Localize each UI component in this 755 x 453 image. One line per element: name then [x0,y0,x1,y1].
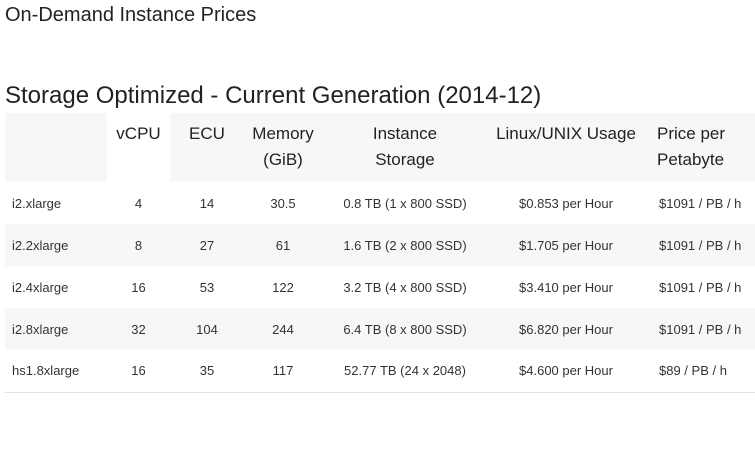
cell-price: $1091 / PB / h [659,321,742,337]
cell-storage: 1.6 TB (2 x 800 SSD) [343,237,467,253]
cell-vcpu: 4 [134,195,143,211]
header-instance-storage[interactable]: Instance Storage [322,113,488,182]
cell-usage: $1.705 per Hour [519,237,613,253]
cell-instance-name: hs1.8xlarge [5,350,107,393]
cell-ecu: 35 [170,350,244,393]
header-storage-line1: Instance [372,124,438,143]
table-row: hs1.8xlarge 16 35 117 52.77 TB (24 x 204… [5,350,755,393]
cell-price: $1091 / PB / h [659,237,742,253]
cell-memory: 30.5 [270,195,296,211]
cell-price: $1091 / PB / h [659,195,742,211]
header-price-line1: Price per [657,124,726,143]
table-row: i2.8xlarge 32 104 244 6.4 TB (8 x 800 SS… [5,308,755,350]
header-row: vCPU ECU Memory (GiB) Instance Storage L… [5,113,755,182]
cell-ecu: 14 [199,195,215,211]
header-ecu[interactable]: ECU [189,124,225,143]
table-row: i2.2xlarge 8 27 61 1.6 TB (2 x 800 SSD) … [5,224,755,266]
cell-storage: 3.2 TB (4 x 800 SSD) [343,279,467,295]
cell-usage: $6.820 per Hour [519,321,613,337]
cell-ecu: 104 [196,321,218,337]
header-storage-line2: Storage [375,150,435,169]
cell-instance-name: i2.2xlarge [12,237,69,253]
table-body: i2.xlarge 4 14 30.5 0.8 TB (1 x 800 SSD)… [5,182,755,393]
cell-price: $1091 / PB / h [659,279,742,295]
page-title: On-Demand Instance Prices [5,4,257,26]
pricing-table: vCPU ECU Memory (GiB) Instance Storage L… [5,113,755,393]
cell-vcpu: 8 [134,237,143,253]
cell-memory: 122 [272,279,294,295]
cell-memory: 244 [272,321,294,337]
cell-vcpu: 32 [131,321,146,337]
cell-instance-name: i2.8xlarge [12,321,69,337]
header-price-line2: Petabyte [657,150,725,169]
header-instance-name [5,113,107,182]
header-memory-line1: Memory [252,124,314,143]
pricing-table-container: vCPU ECU Memory (GiB) Instance Storage L… [5,113,755,393]
header-vcpu[interactable]: vCPU [107,113,170,182]
cell-memory: 117 [244,350,322,393]
cell-usage: $0.853 per Hour [519,195,613,211]
cell-ecu: 27 [199,237,215,253]
cell-vcpu: 16 [107,350,170,393]
table-row: i2.4xlarge 16 53 122 3.2 TB (4 x 800 SSD… [5,266,755,308]
cell-storage: 0.8 TB (1 x 800 SSD) [343,195,467,211]
cell-instance-name: i2.xlarge [12,195,62,211]
cell-usage: $3.410 per Hour [519,279,613,295]
cell-usage: $4.600 per Hour [488,350,644,393]
cell-price: $89 / PB / h [644,350,755,393]
cell-instance-name: i2.4xlarge [12,279,69,295]
section-title: Storage Optimized - Current Generation (… [5,82,542,109]
cell-storage: 52.77 TB (24 x 2048) [322,350,488,393]
header-memory[interactable]: Memory (GiB) [244,113,322,182]
cell-storage: 6.4 TB (8 x 800 SSD) [343,321,467,337]
table-header: vCPU ECU Memory (GiB) Instance Storage L… [5,113,755,182]
cell-ecu: 53 [199,279,215,295]
header-memory-line2: (GiB) [263,150,303,169]
header-linux-usage[interactable]: Linux/UNIX Usage [496,124,636,143]
cell-memory: 61 [275,237,291,253]
header-price-per-petabyte[interactable]: Price per Petabyte [644,113,755,182]
table-row: i2.xlarge 4 14 30.5 0.8 TB (1 x 800 SSD)… [5,182,755,224]
cell-vcpu: 16 [131,279,146,295]
